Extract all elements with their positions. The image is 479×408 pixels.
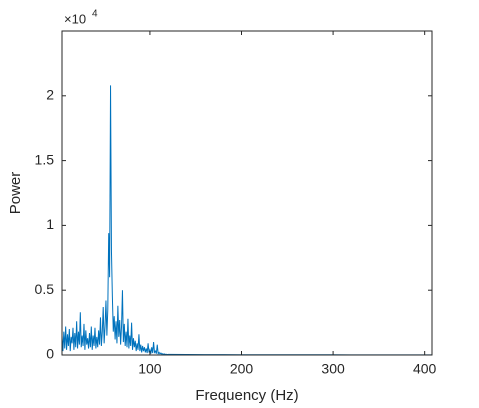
y-exponent-base: ×10	[64, 11, 86, 26]
x-tick-label: 200	[230, 361, 254, 377]
y-tick-label: 2	[46, 87, 54, 103]
y-tick-label: 1.5	[35, 151, 55, 167]
y-tick-label: 1	[46, 216, 54, 232]
y-tick-label: 0.5	[35, 281, 55, 297]
y-axis-label: Power	[7, 172, 24, 215]
x-axis-label: Frequency (Hz)	[195, 387, 298, 404]
x-tick-label: 100	[138, 361, 162, 377]
x-tick-label: 300	[321, 361, 345, 377]
x-tick-label: 400	[413, 361, 437, 377]
y-tick-label: 0	[46, 346, 54, 362]
plot-box	[61, 30, 433, 356]
data-line	[61, 85, 432, 356]
y-exponent: 4	[92, 9, 98, 20]
